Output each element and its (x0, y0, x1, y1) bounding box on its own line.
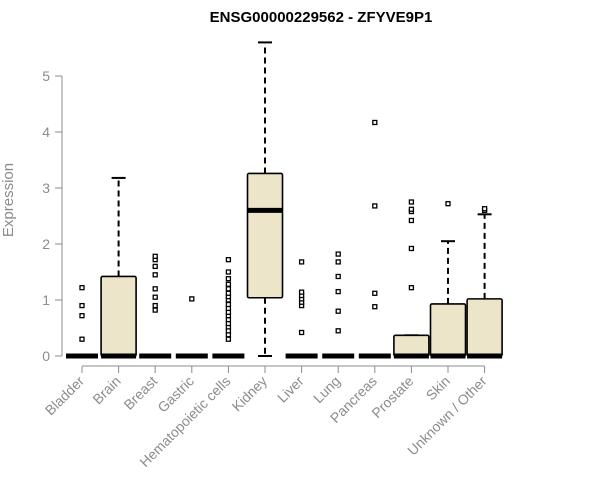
y-tick-label: 0 (42, 348, 50, 364)
outlier-point (152, 286, 158, 292)
y-tick-label: 5 (42, 68, 50, 84)
outlier-point (79, 285, 85, 291)
outlier-point (225, 290, 232, 296)
outlier-point (152, 263, 158, 270)
box-series (66, 41, 503, 359)
box-pancreas (358, 119, 391, 359)
box-brain (100, 176, 137, 359)
outlier-point (481, 206, 488, 212)
outlier-point (335, 259, 341, 265)
outlier-point (335, 251, 341, 257)
y-tick-label: 2 (42, 236, 50, 252)
outlier-point (298, 289, 305, 295)
x-tick-label: Breast (120, 373, 160, 413)
outlier-point (335, 288, 341, 295)
outlier-point (225, 301, 232, 308)
outlier-point (372, 290, 378, 296)
outlier-point (152, 253, 158, 259)
x-tick-label: Kidney (229, 373, 271, 415)
box-unknown-other (466, 206, 503, 359)
box-body (100, 275, 137, 357)
box-liver (285, 259, 318, 359)
box-lung (322, 251, 355, 359)
box-prostate (393, 199, 430, 359)
x-tick-label: Brain (89, 373, 123, 407)
box-skin (429, 201, 467, 359)
x-tick-label: Skin (423, 373, 454, 404)
outlier-point (225, 276, 232, 282)
box-breast (139, 253, 172, 359)
y-axis: 0 1 2 3 4 5 (42, 68, 63, 364)
outlier-point (372, 304, 378, 310)
box-gastric (175, 296, 208, 359)
outlier-point (79, 302, 85, 309)
outlier-point (408, 245, 415, 252)
outlier-point (225, 281, 232, 287)
outlier-point (152, 307, 158, 313)
box-body (466, 298, 503, 357)
outlier-point (225, 269, 232, 275)
outlier-point (225, 336, 232, 342)
outlier-point (372, 203, 378, 209)
box-body (393, 334, 430, 357)
outlier-point (445, 201, 451, 207)
outlier-point (408, 285, 415, 291)
outlier-point (225, 286, 232, 292)
y-tick-label: 4 (42, 124, 50, 140)
box-body (429, 303, 467, 357)
outlier-point (372, 119, 378, 126)
outlier-point (79, 313, 85, 319)
box-kidney (246, 41, 284, 357)
x-tick-label: Liver (274, 373, 307, 406)
outlier-point (408, 206, 415, 212)
chart-title: ENSG00000229562 - ZFYVE9P1 (210, 9, 433, 26)
box-bladder (66, 285, 98, 359)
outlier-point (152, 294, 158, 300)
outlier-point (152, 272, 158, 278)
y-tick-label: 1 (42, 292, 50, 308)
outlier-point (189, 296, 195, 302)
x-tick-label: Bladder (42, 373, 88, 419)
outlier-point (335, 308, 341, 314)
box-body (246, 172, 284, 299)
outlier-point (408, 217, 415, 224)
box-hematopoietic-cells (212, 257, 245, 359)
x-tick-label: Lung (310, 373, 343, 406)
outlier-point (298, 259, 305, 265)
outlier-point (152, 302, 158, 309)
outlier-point (298, 329, 305, 336)
y-tick-label: 3 (42, 180, 50, 196)
y-axis-label: Expression (0, 163, 17, 237)
outlier-point (335, 273, 341, 280)
outlier-point (408, 199, 415, 205)
outlier-point (79, 336, 85, 342)
outlier-point (335, 328, 341, 334)
outlier-point (225, 257, 232, 263)
